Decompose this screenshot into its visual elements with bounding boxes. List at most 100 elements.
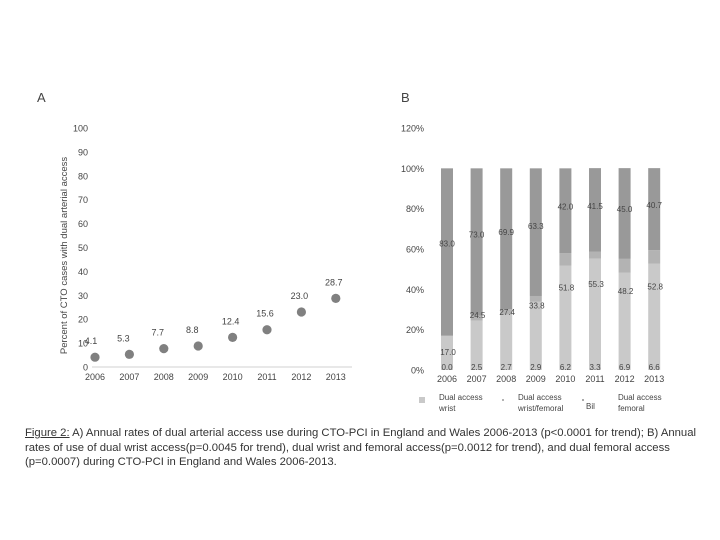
a-y-axis-title: Percent of CTO cases with dual arterial … [59,157,70,355]
a-y-tick-label: 70 [78,195,88,205]
a-x-tick-label: 2011 [257,372,276,382]
b-bar-segment [470,168,483,316]
a-x-tick-label: 2008 [154,372,174,382]
a-data-label: 5.3 [117,333,130,343]
b-femoral-label: 69.9 [498,228,514,237]
b-legend-label-line2: femoral [618,404,645,413]
b-legend-swatch [502,399,504,401]
b-bar-segment [500,309,513,315]
b-legend-label: Dual access [439,393,483,402]
b-bar-segment [618,258,631,273]
b-bar-segment [589,258,601,370]
b-x-tick-label: 2008 [496,374,516,384]
b-bar-segment [529,295,542,302]
b-mixed-label: 0.0 [441,363,453,372]
b-x-tick-label: 2007 [467,374,487,384]
b-y-tick-label: 60% [406,245,424,255]
b-bar-segment [648,263,661,370]
b-bar-segment [470,320,483,370]
a-x-tick-label: 2007 [119,372,139,382]
a-y-tick-label: 90 [78,147,88,157]
b-mixed-label: 6.6 [649,363,661,372]
b-legend-label: Bil [586,402,595,411]
b-bar-segment [529,301,542,370]
b-femoral-label: 73.0 [469,231,485,240]
b-bar-segment [618,272,631,370]
a-data-point [331,293,341,304]
b-x-tick-label: 2012 [615,374,635,384]
a-data-label: 15.6 [256,309,274,319]
b-bar-segment [648,250,661,264]
b-y-tick-label: 0% [411,366,424,376]
a-data-label: 23.0 [291,291,309,301]
a-x-tick-label: 2012 [291,372,311,382]
b-x-tick-label: 2006 [437,374,457,384]
a-x-tick-label: 2010 [223,372,243,382]
a-data-label: 12.4 [222,316,240,326]
b-y-tick-label: 20% [406,325,424,335]
a-data-label: 8.8 [186,325,199,335]
a-data-label: 7.7 [152,328,165,338]
a-y-tick-label: 40 [78,267,88,277]
b-legend-label: Dual access [618,393,662,402]
b-wrist-label: 24.5 [470,311,486,320]
a-data-point [90,352,100,362]
b-wrist-label: 27.4 [499,308,515,317]
b-bar-segment [559,265,572,370]
b-wrist-label: 17.0 [440,348,456,357]
b-mixed-label: 2.9 [530,363,542,372]
b-y-tick-label: 120% [401,124,424,134]
b-wrist-label: 48.2 [618,287,634,296]
b-mixed-label: 6.9 [619,363,631,372]
panel-a-label: A [37,90,46,105]
b-legend-label: Dual access [518,393,562,402]
b-femoral-label: 40.7 [646,201,662,210]
b-wrist-label: 51.8 [559,284,575,293]
b-x-tick-label: 2010 [555,374,575,384]
b-femoral-label: 63.3 [528,222,544,231]
b-bar-segment [648,168,661,251]
b-femoral-label: 41.5 [587,202,603,211]
a-data-point [296,307,306,317]
b-bar-segment [589,168,601,252]
a-x-tick-label: 2013 [326,372,346,382]
b-femoral-label: 42.0 [558,202,574,211]
b-x-tick-label: 2011 [585,374,604,384]
b-bar-segment [559,253,572,266]
b-y-tick-label: 80% [406,204,424,214]
caption-figure-label: Figure 2: [25,427,70,439]
a-data-label: 28.7 [325,277,343,287]
b-legend-label-line2: wrist [438,404,456,413]
b-bar-segment [500,168,513,310]
b-wrist-label: 33.8 [529,302,545,311]
b-x-tick-label: 2009 [526,374,546,384]
b-bar-segment [529,168,542,296]
b-bar-segment [441,168,453,336]
caption-text: A) Annual rates of dual arterial access … [25,427,696,469]
a-y-tick-label: 60 [78,219,88,229]
b-legend-swatch [419,397,425,403]
b-bar-segment [559,168,572,254]
a-data-point [124,349,134,359]
chart-b-access-breakdown: 0% 20% 40% 60% 80% 100% 120% 2006 2007 2008 2009 20… [401,124,664,414]
b-bar-segment [500,314,513,370]
b-mixed-label: 3.3 [589,363,601,372]
a-data-point [159,343,169,354]
b-y-tick-label: 40% [406,285,424,295]
a-y-tick-label: 100 [73,124,88,134]
chart-a-dual-access-rates: 0 10 20 30 40 50 60 70 80 90 100 Percent of CTO cas… [59,124,352,382]
b-mixed-label: 2.7 [501,363,513,372]
b-bar-segment [589,251,601,259]
b-femoral-label: 45.0 [617,205,633,214]
a-data-point [193,341,203,351]
b-femoral-label: 83.0 [439,240,455,249]
b-wrist-label: 52.8 [647,283,663,292]
b-mixed-label: 2.5 [471,363,483,372]
a-y-tick-label: 50 [78,243,88,253]
a-y-tick-label: 30 [78,291,88,301]
b-x-tick-label: 2013 [644,374,664,384]
a-data-label: 4.1 [85,336,98,346]
a-data-point [228,332,238,342]
figure-caption: Figure 2: A) Annual rates of dual arteri… [25,426,715,470]
